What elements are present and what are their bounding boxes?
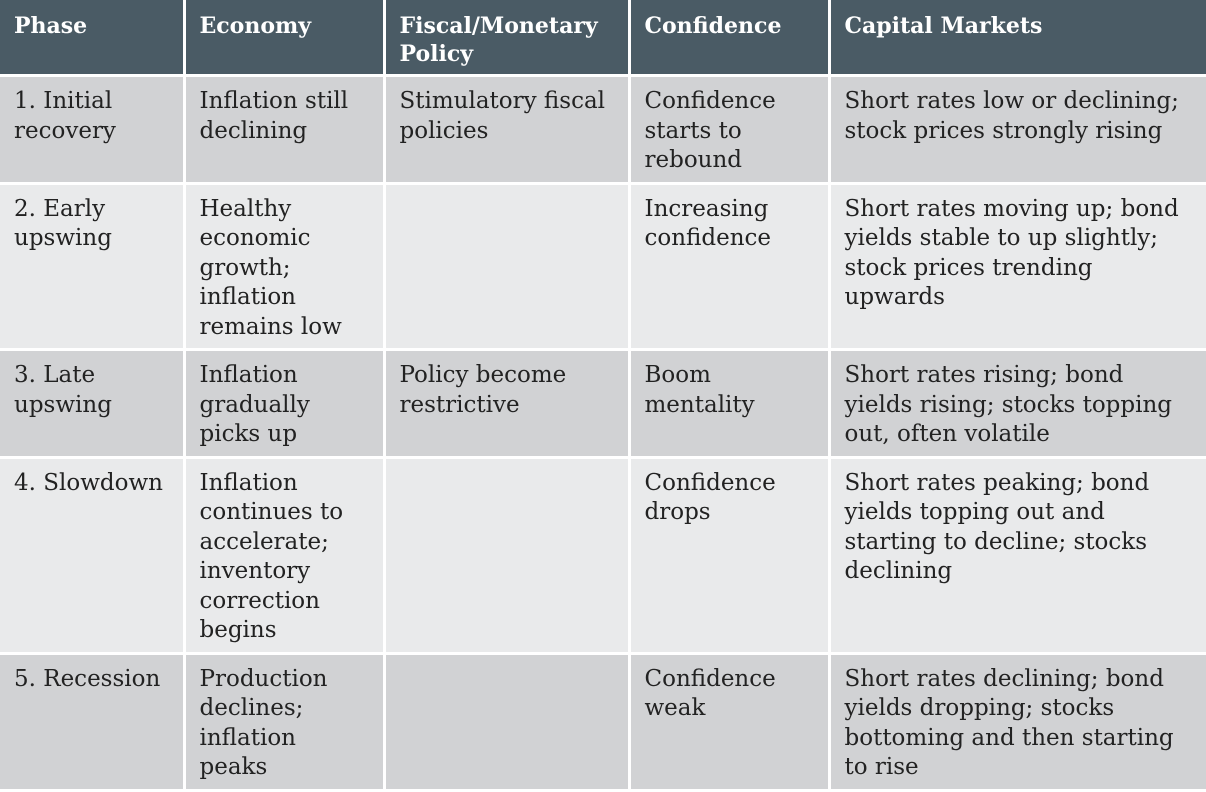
cell-confidence: Increasing confidence <box>629 183 831 351</box>
cell-phase: 1. Initial recovery <box>0 75 186 185</box>
header-phase: Phase <box>0 0 186 77</box>
table-row: 3. Late upswing Inflation gradually pick… <box>0 349 1206 459</box>
cell-confidence: Confidence weak <box>629 653 831 792</box>
table-row: 1. Initial recovery Inflation still decl… <box>0 75 1206 185</box>
cell-capital-markets: Short rates low or declining; stock pric… <box>829 75 1206 185</box>
cell-capital-markets: Short rates peaking; bond yields topping… <box>829 457 1206 655</box>
cell-policy: Stimulatory fiscal policies <box>384 75 631 185</box>
cell-phase: 4. Slowdown <box>0 457 186 655</box>
cell-economy: Inflation gradually picks up <box>184 349 386 459</box>
header-row: Phase Economy Fiscal/Monetary Policy Con… <box>0 0 1206 77</box>
header-fiscal-monetary-policy: Fiscal/Monetary Policy <box>384 0 631 77</box>
header-capital-markets: Capital Markets <box>829 0 1206 77</box>
cell-policy: Policy become restrictive <box>384 349 631 459</box>
cell-economy: Production declines; inflation peaks <box>184 653 386 792</box>
cell-capital-markets: Short rates moving up; bond yields stabl… <box>829 183 1206 351</box>
header-confidence: Confidence <box>629 0 831 77</box>
cell-capital-markets: Short rates rising; bond yields rising; … <box>829 349 1206 459</box>
table-row: 2. Early upswing Healthy economic growth… <box>0 183 1206 351</box>
cell-economy: Inflation still declining <box>184 75 386 185</box>
cell-policy <box>384 653 631 792</box>
cell-confidence: Boom mentality <box>629 349 831 459</box>
table-row: 4. Slowdown Inflation continues to accel… <box>0 457 1206 655</box>
cell-economy: Healthy economic growth; inflation remai… <box>184 183 386 351</box>
cell-policy <box>384 457 631 655</box>
cell-policy <box>384 183 631 351</box>
cell-confidence: Confidence starts to rebound <box>629 75 831 185</box>
cell-phase: 5. Recession <box>0 653 186 792</box>
header-economy: Economy <box>184 0 386 77</box>
table-row: 5. Recession Production declines; inflat… <box>0 653 1206 792</box>
cell-economy: Inflation continues to accelerate; inven… <box>184 457 386 655</box>
cell-capital-markets: Short rates declining; bond yields dropp… <box>829 653 1206 792</box>
cell-phase: 3. Late upswing <box>0 349 186 459</box>
cell-confidence: Confidence drops <box>629 457 831 655</box>
cell-phase: 2. Early upswing <box>0 183 186 351</box>
